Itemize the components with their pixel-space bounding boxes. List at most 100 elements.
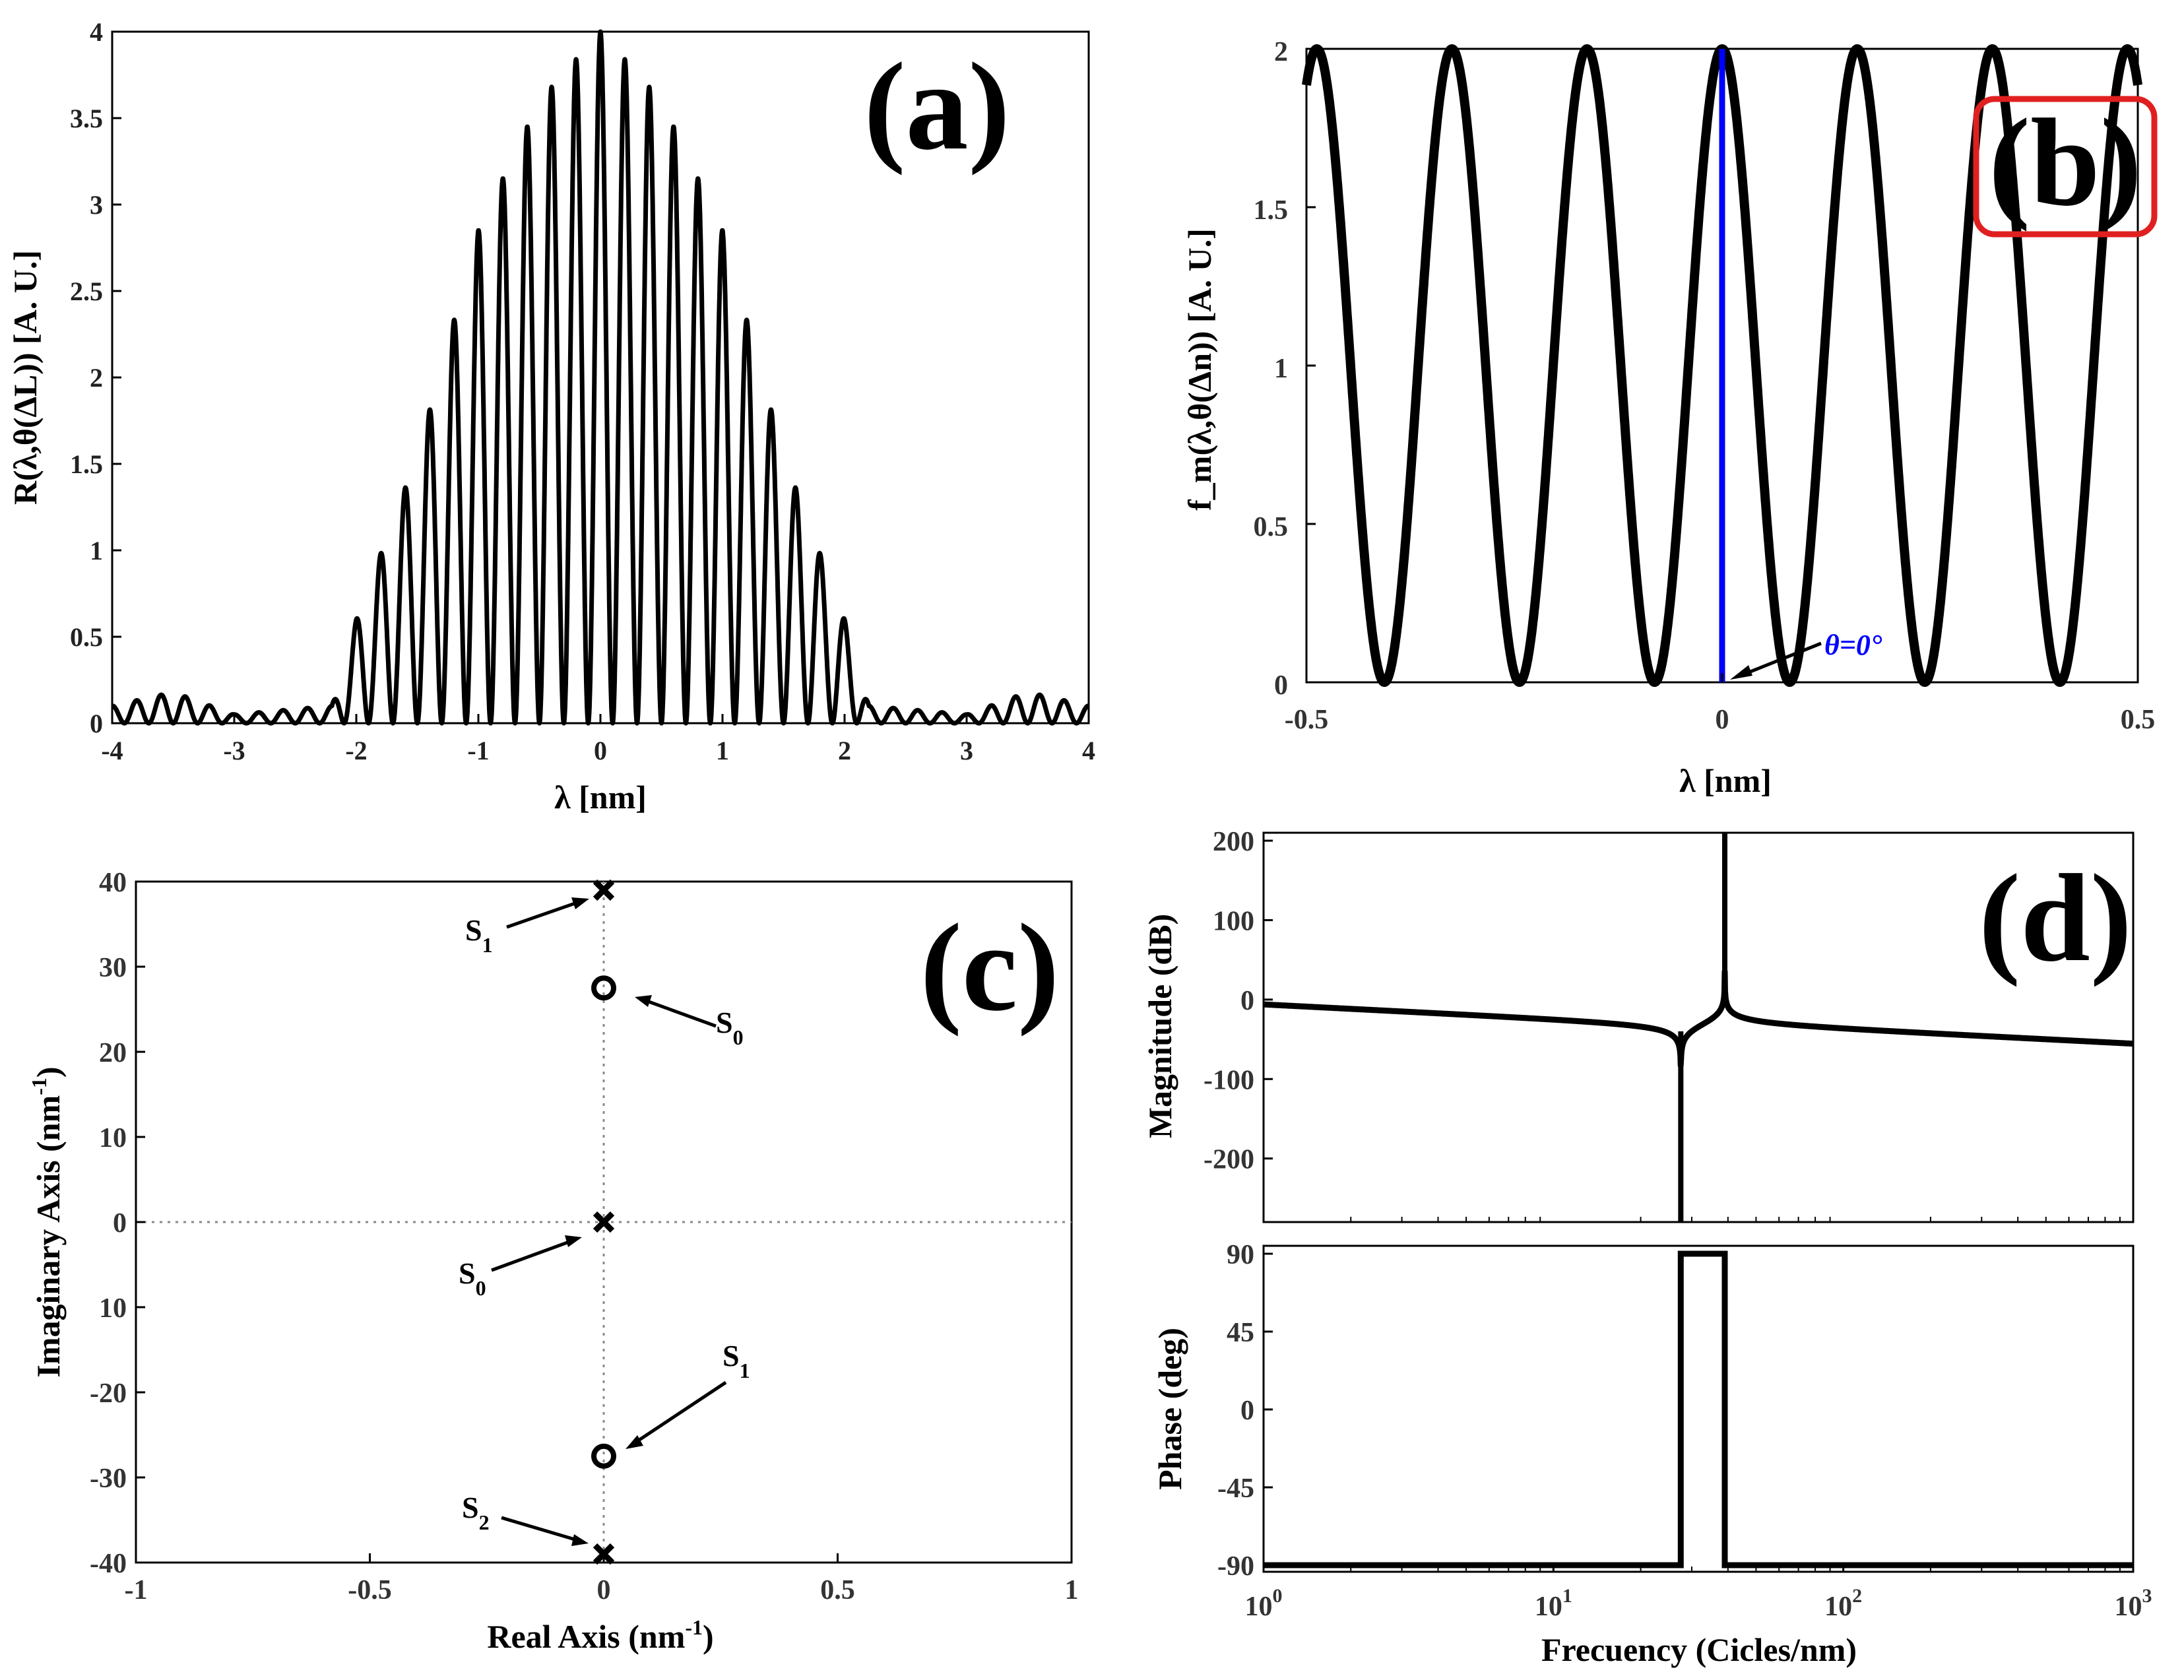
y-tick-label: 30	[99, 953, 127, 983]
panel-d-magnitude-frame	[1262, 831, 2135, 1223]
panel-c-x-ticks: -1 -0.5 0 0.5 1	[125, 1553, 1079, 1605]
panel-b-xlabel: λ [nm]	[1679, 762, 1772, 799]
panel-c-y-ticks: 40 30 20 10 0 10 -20 -30 -40	[90, 868, 145, 1579]
panel-d-label: (d)	[1979, 849, 2132, 988]
y-tick-label: -20	[90, 1378, 127, 1409]
x-tick-label: -1	[125, 1575, 148, 1605]
x-tick-label: 0	[594, 736, 607, 765]
panel-b-arrowhead	[1730, 665, 1752, 680]
y-tick-label: 0	[113, 1208, 127, 1239]
annotation-s1-bottom: S1	[626, 1339, 750, 1449]
panel-b: -0.5 0 0.5 0 0.5 1 1.5 2 (b) θ=0° λ [nm] f_m(λ…	[1181, 37, 2158, 799]
y-tick-label: -100	[1204, 1065, 1254, 1095]
pole-marker	[593, 879, 615, 901]
y-tick-label: 0	[1240, 986, 1254, 1016]
x-tick-label: 0.5	[2121, 705, 2156, 735]
panel-b-ylabel: f_m(λ,θ(Δn)) [A. U.]	[1181, 228, 1218, 511]
panel-b-y-ticks: 0 0.5 1 1.5 2	[1254, 37, 1316, 701]
panel-b-marks	[1302, 44, 2142, 687]
y-tick-label: 2.5	[70, 276, 103, 306]
panel-c-label: (c)	[920, 899, 1060, 1037]
pole-marker	[593, 1211, 615, 1233]
y-tick-label: 1	[1274, 354, 1288, 384]
y-tick-label: 3	[90, 190, 103, 220]
y-tick-label: 10	[99, 1123, 127, 1153]
y-tick-label: -90	[1217, 1551, 1254, 1582]
svg-text:S2: S2	[462, 1491, 490, 1534]
x-tick-label: 101	[1535, 1585, 1572, 1622]
svg-text:S1: S1	[465, 913, 493, 957]
panel-d-magnitude-marks	[1260, 833, 2136, 1222]
y-tick-label: 0	[1274, 670, 1288, 701]
x-tick-label: -0.5	[348, 1575, 392, 1605]
panel-b-annotation: θ=0°	[1824, 629, 1882, 661]
y-tick-label: -200	[1204, 1145, 1254, 1175]
x-tick-label: 103	[2115, 1585, 2152, 1622]
panel-d-phase-ylabel: Phase (deg)	[1151, 1328, 1188, 1490]
x-tick-label: 0	[1716, 705, 1729, 735]
y-tick-label: 3.5	[70, 104, 103, 133]
panel-a-y-ticks: 0 0.5 1 1.5 2 2.5 3 3.5 4	[70, 17, 121, 738]
x-tick-label: 2	[838, 736, 851, 765]
panel-a: -4 -3 -2 -1 0 1 2 3 4 0 0.5 1 1.5 2 2.5 3 3.5 4 (a) λ [n…	[7, 17, 1095, 816]
y-tick-label: 2	[90, 363, 103, 393]
panel-d-magnitude-y-ticks: 200 100 0 -100 -200	[1204, 827, 1273, 1175]
x-tick-label: 102	[1824, 1585, 1862, 1622]
panel-d-mag-ylabel: Magnitude (dB)	[1141, 914, 1178, 1138]
annotation-s2: S2	[462, 1491, 589, 1546]
y-tick-label: 1	[90, 536, 103, 565]
x-tick-label: -1	[467, 736, 489, 765]
x-tick-label: 1	[716, 736, 729, 765]
svg-text:S1: S1	[723, 1339, 750, 1382]
x-tick-label: 0.5	[820, 1575, 855, 1605]
y-tick-label: 90	[1227, 1240, 1254, 1270]
phase-line	[1264, 1250, 2133, 1568]
y-tick-label: 2	[1274, 37, 1288, 67]
svg-text:S0: S0	[716, 1006, 744, 1049]
y-tick-label: 45	[1227, 1318, 1254, 1348]
y-tick-label: -45	[1217, 1473, 1254, 1504]
x-tick-label: 0	[597, 1575, 611, 1605]
y-tick-label: 0.5	[1254, 512, 1289, 542]
x-tick-label: 4	[1082, 736, 1095, 765]
y-tick-label: 1.5	[70, 449, 103, 479]
x-tick-label: 1	[1065, 1575, 1079, 1605]
panel-b-annotation-arrow	[1738, 641, 1822, 678]
y-tick-label: 200	[1213, 827, 1254, 857]
zero-marker	[591, 975, 616, 1001]
magnitude-line	[1260, 969, 2136, 1069]
y-tick-label: 4	[90, 17, 103, 47]
zero-marker	[591, 1443, 616, 1469]
svg-text:S0: S0	[459, 1256, 486, 1300]
x-tick-label: 100	[1245, 1585, 1283, 1622]
annotation-s1-top: S1	[465, 897, 589, 957]
panel-d-x-ticks: 100 101 102 103	[1245, 1217, 2152, 1622]
y-tick-label: 100	[1213, 906, 1254, 936]
series-line	[110, 29, 1091, 726]
y-tick-label: 0	[1240, 1396, 1254, 1426]
panel-b-label: (b)	[1989, 94, 2142, 232]
panel-d: 200 100 0 -100 -200 90 45 0 -45 -90 100 101 102 103…	[1141, 827, 2152, 1668]
x-tick-label: -3	[223, 736, 245, 765]
annotation-s0-top: S0	[635, 995, 744, 1049]
x-tick-label: -0.5	[1285, 705, 1329, 735]
panel-d-phase-y-ticks: 90 45 0 -45 -90	[1217, 1240, 1273, 1582]
x-tick-label: -4	[101, 736, 123, 765]
panel-a-ylabel: R(λ,θ(ΔL)) [A. U.]	[7, 250, 44, 505]
panel-b-x-ticks: -0.5 0 0.5	[1285, 673, 2156, 735]
x-tick-label: -2	[345, 736, 367, 765]
panel-d-xlabel: Frecuency (Cicles/nm)	[1541, 1631, 1857, 1668]
x-tick-label: 3	[960, 736, 973, 765]
y-tick-label: 1.5	[1254, 195, 1289, 226]
y-tick-label: -30	[90, 1464, 127, 1494]
panel-a-x-ticks: -4 -3 -2 -1 0 1 2 3 4	[101, 714, 1095, 765]
annotation-s0-mid: S0	[459, 1235, 582, 1300]
y-tick-label: 0	[90, 709, 103, 738]
panel-b-label-box	[1973, 96, 2158, 238]
panel-d-phase-frame	[1262, 1244, 2135, 1573]
panel-c-ylabel: Imaginary Axis (nm-1)	[27, 1066, 67, 1377]
panel-a-xlabel: λ [nm]	[554, 779, 647, 816]
y-tick-label: 40	[99, 868, 127, 898]
